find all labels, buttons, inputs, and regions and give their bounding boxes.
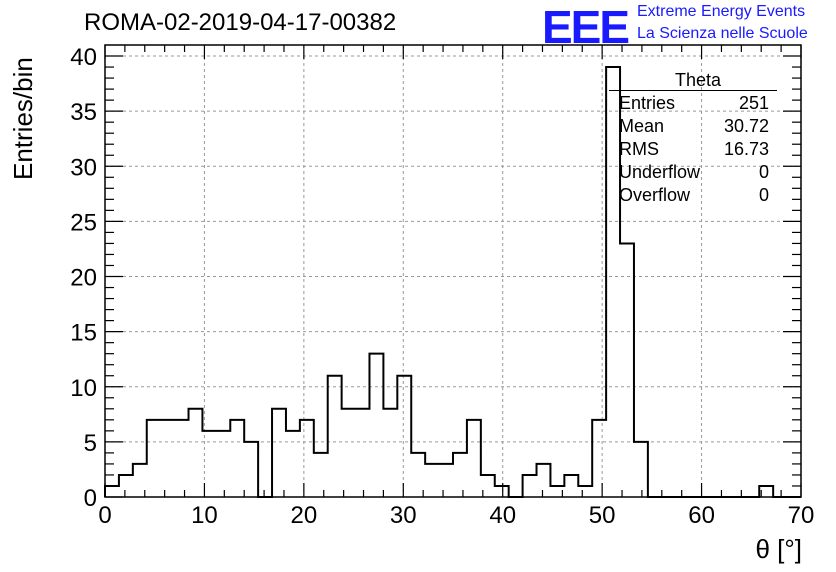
grid-lines bbox=[105, 45, 801, 497]
x-tick-label: 50 bbox=[589, 502, 616, 529]
stats-row-underflow: Underflow 0 bbox=[609, 160, 777, 183]
stats-value: 16.73 bbox=[723, 139, 769, 159]
x-tick-label: 30 bbox=[390, 502, 417, 529]
stats-value: 0 bbox=[758, 185, 769, 205]
stats-label: RMS bbox=[619, 139, 659, 159]
stats-value: 251 bbox=[738, 93, 769, 113]
x-tick-label: 20 bbox=[291, 502, 318, 529]
logo-text-line1: Extreme Energy Events bbox=[637, 3, 806, 20]
y-tick-label: 40 bbox=[70, 44, 97, 71]
y-tick-label: 35 bbox=[70, 99, 97, 126]
logo-text-line2: La Scienza nelle Scuole bbox=[637, 25, 808, 42]
x-tick-label: 40 bbox=[489, 502, 516, 529]
stats-box: Theta Entries 251 Mean 30.72 RMS 16.73 U… bbox=[609, 69, 777, 206]
stats-label: Mean bbox=[619, 116, 665, 136]
stats-label: Underflow bbox=[619, 162, 701, 182]
x-tick-label: 0 bbox=[98, 502, 111, 529]
histogram-outline bbox=[104, 66, 801, 498]
eee-logo-icon: EEE bbox=[542, 1, 630, 53]
tick-labels: 0 10 20 30 40 50 60 70 0 5 10 15 20 25 30 35 40 bbox=[70, 44, 814, 529]
stats-label: Overflow bbox=[619, 185, 691, 205]
stats-row-entries: Entries 251 bbox=[609, 91, 777, 114]
x-axis-label: θ [°] bbox=[755, 534, 802, 564]
y-tick-label: 5 bbox=[84, 430, 97, 457]
stats-row-overflow: Overflow 0 bbox=[609, 183, 777, 206]
stats-row-mean: Mean 30.72 bbox=[609, 114, 777, 137]
y-tick-label: 25 bbox=[70, 209, 97, 236]
y-tick-label: 20 bbox=[70, 265, 97, 292]
stats-label: Entries bbox=[619, 93, 676, 113]
y-tick-label: 15 bbox=[70, 320, 97, 347]
stats-value: 30.72 bbox=[723, 116, 769, 136]
axis-ticks bbox=[104, 45, 802, 498]
y-tick-label: 30 bbox=[70, 154, 97, 181]
x-tick-label: 10 bbox=[191, 502, 218, 529]
plot-title: ROMA-02-2019-04-17-00382 bbox=[84, 9, 397, 36]
plot-frame bbox=[104, 44, 802, 498]
y-axis-label: Entries/bin bbox=[8, 57, 38, 180]
stats-value: 0 bbox=[758, 162, 769, 182]
y-tick-label: 10 bbox=[70, 375, 97, 402]
stats-title: Theta bbox=[609, 69, 777, 91]
x-tick-label: 70 bbox=[788, 502, 815, 529]
stats-row-rms: RMS 16.73 bbox=[609, 137, 777, 160]
x-tick-label: 60 bbox=[688, 502, 715, 529]
y-tick-label: 0 bbox=[84, 485, 97, 512]
